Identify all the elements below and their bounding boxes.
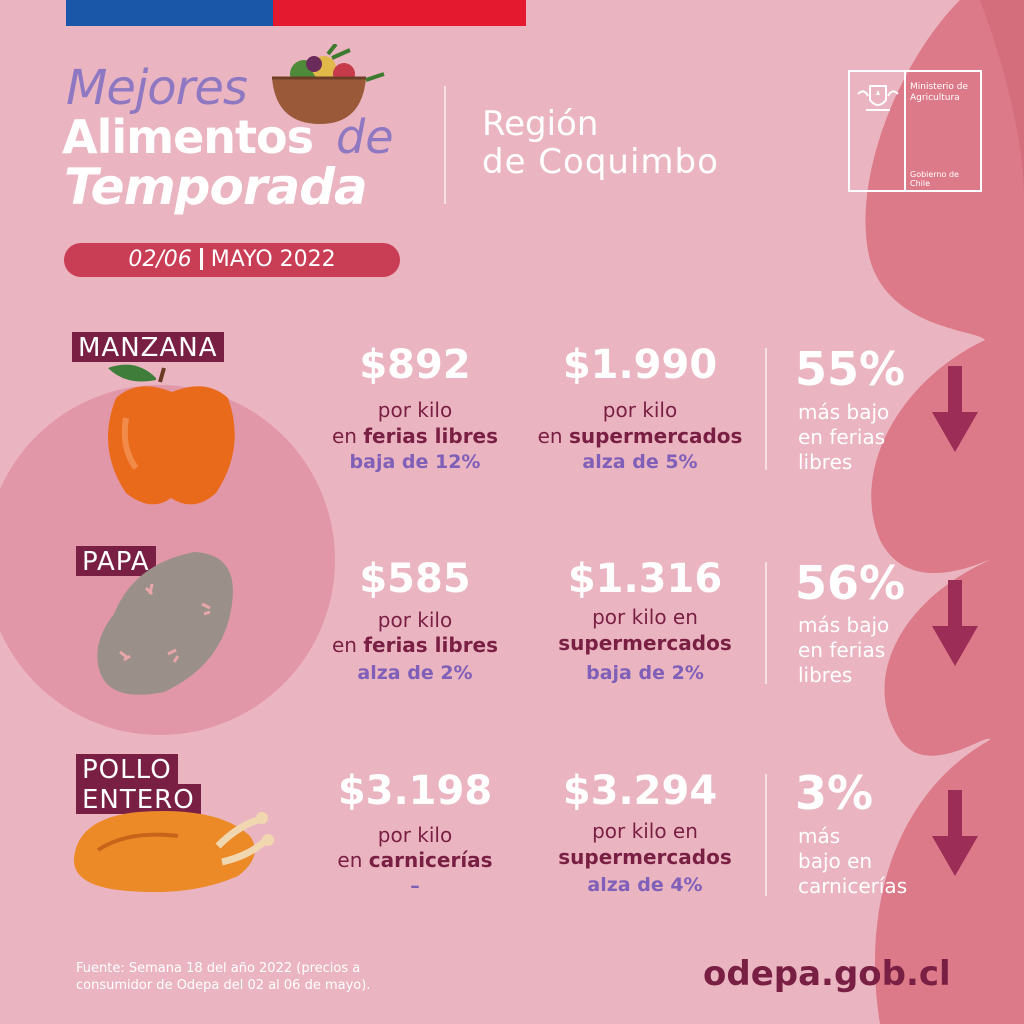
fair-change: baja de 12% (349, 451, 481, 473)
diff-note-3: carnicerías (798, 874, 908, 898)
header-divider (444, 86, 446, 204)
fair-place: en ferias libres (331, 424, 499, 448)
fair-unit: por kilo (377, 398, 453, 422)
diff-note-2: en ferias (798, 425, 886, 449)
down-arrow-icon (932, 366, 978, 452)
logo-divider (904, 72, 906, 190)
fair-place: en ferias libres (331, 633, 499, 657)
down-arrow-icon (932, 790, 978, 876)
diff-percent: 3% (795, 766, 874, 820)
date-range: 02/06 (128, 247, 192, 272)
government-name: Gobierno de Chile (910, 170, 959, 188)
date-separator (199, 248, 203, 270)
super-change: alza de 4% (587, 874, 703, 896)
product-label-pollo: POLLO (76, 754, 178, 784)
fair-change: – (410, 875, 420, 897)
source-line-1: Fuente: Semana 18 del año 2022 (precios … (76, 961, 361, 976)
date-badge: 02/06 MAYO 2022 (64, 243, 400, 277)
flag-blue-stripe (66, 0, 273, 26)
apple-icon (108, 364, 235, 505)
fair-price: $3.198 (337, 768, 493, 814)
super-unit: por kilo (602, 398, 678, 422)
super-place: en supermercados (537, 424, 743, 448)
fair-price: $892 (359, 342, 471, 388)
down-arrow-icon (932, 580, 978, 666)
website-link[interactable]: odepa.gob.cl (703, 954, 951, 994)
ministry-logo: Ministerio de Agricultura Gobierno de Ch… (848, 70, 982, 192)
diff-note-1: más bajo (798, 400, 890, 424)
date-month: MAYO 2022 (210, 247, 336, 272)
diff-note-2: en ferias (798, 638, 886, 662)
super-price: $1.990 (562, 342, 718, 388)
fair-price: $585 (359, 556, 471, 602)
product-label-entero: ENTERO (76, 784, 201, 814)
vegetable-basket-icon (272, 44, 385, 124)
region-line-1: Región (482, 104, 599, 144)
super-price: $1.316 (567, 556, 723, 602)
fair-place: en carnicerías (337, 848, 493, 872)
fair-unit: por kilo (377, 823, 453, 847)
product-label-papa: PAPA (76, 546, 156, 576)
diff-note-1: más (798, 824, 841, 848)
diff-percent: 55% (795, 342, 906, 396)
roast-chicken-icon (73, 811, 274, 892)
row-divider (765, 348, 767, 470)
source-note: Fuente: Semana 18 del año 2022 (precios … (76, 960, 436, 994)
chile-coat-of-arms-icon (857, 85, 899, 111)
row-divider (765, 562, 767, 684)
ministry-name: Ministerio de Agricultura (910, 82, 969, 103)
super-unit: por kilo en (592, 819, 698, 843)
diff-percent: 56% (795, 556, 906, 610)
diff-note-3: libres (798, 663, 853, 687)
super-change: baja de 2% (586, 662, 704, 684)
flag-red-stripe (273, 0, 526, 26)
super-unit: por kilo en (592, 605, 698, 629)
diff-note-2: bajo en (798, 849, 873, 873)
super-place: supermercados (558, 845, 732, 869)
product-label-manzana: MANZANA (72, 332, 224, 362)
diff-note-1: más bajo (798, 613, 890, 637)
fair-change: alza de 2% (357, 662, 473, 684)
diff-note-3: libres (798, 450, 853, 474)
region-line-2: de Coquimbo (482, 142, 719, 182)
super-price: $3.294 (562, 768, 718, 814)
title-alimentos: Alimentos (62, 110, 314, 164)
title-mejores: Mejores (66, 60, 248, 116)
super-place: supermercados (558, 631, 732, 655)
source-line-2: consumidor de Odepa del 02 al 06 de mayo… (76, 978, 371, 993)
potato-icon (97, 552, 233, 695)
fair-unit: por kilo (377, 608, 453, 632)
super-change: alza de 5% (582, 451, 698, 473)
row-divider (765, 774, 767, 896)
title-de: de (336, 110, 394, 164)
title-temporada: Temporada (64, 158, 368, 216)
